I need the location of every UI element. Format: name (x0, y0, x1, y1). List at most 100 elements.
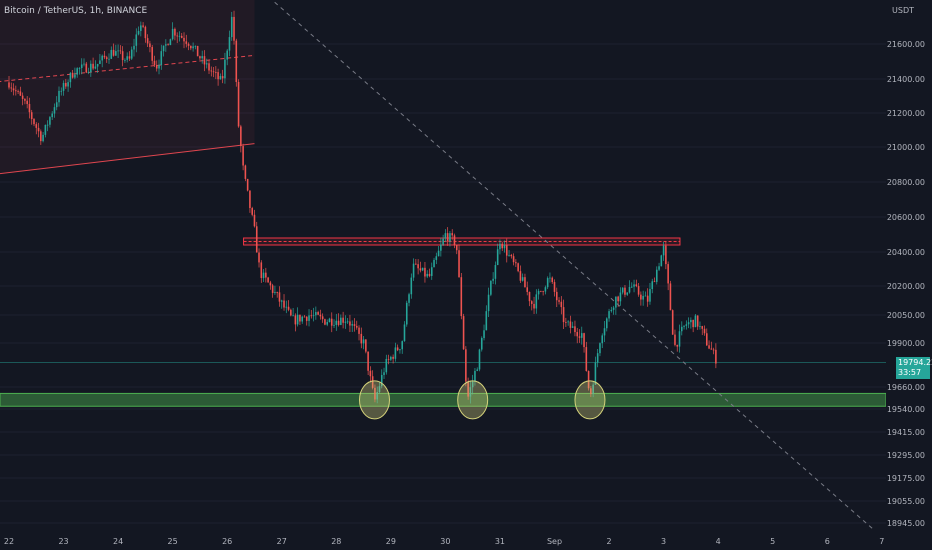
candle-body (101, 55, 103, 61)
candle-body (296, 314, 299, 325)
ascending-channel (0, 0, 255, 175)
candle-body (58, 90, 60, 103)
candle-body (237, 81, 240, 127)
candle-body (419, 268, 422, 271)
candle-body (528, 291, 531, 302)
candle-body (392, 356, 394, 359)
candle-body (110, 49, 113, 59)
candle-body (183, 37, 185, 42)
candle-body (67, 82, 69, 87)
candle-body (480, 338, 483, 350)
candle-body (660, 255, 663, 267)
candle-body (649, 289, 651, 302)
candle-body (112, 49, 115, 56)
descending-trendline (271, 0, 877, 533)
candle-body (260, 262, 263, 279)
candle-body (240, 126, 242, 147)
candle-body (628, 287, 631, 293)
candle-body (517, 263, 519, 272)
candle-body (449, 233, 451, 242)
candle-body (544, 287, 547, 292)
candle-body (462, 316, 465, 350)
candle-body (499, 243, 501, 250)
candle-body (340, 317, 342, 325)
candle-body (551, 277, 554, 283)
candle-body (601, 335, 604, 344)
time-tick-label: 3 (661, 537, 666, 546)
time-tick-label: 25 (168, 537, 178, 546)
candle-body (378, 386, 381, 393)
candle-body (224, 59, 226, 79)
candle-body (326, 322, 329, 325)
price-tick-label: 19660.00 (887, 383, 925, 392)
low-highlights (358, 380, 606, 420)
candle-body (353, 324, 356, 326)
candle-body (440, 244, 442, 251)
candle-body (344, 321, 347, 323)
price-axis[interactable]: 21600.00 21400.00 21200.00 21000.00 20800.00… (886, 0, 932, 550)
candle-body (578, 336, 581, 338)
candle-body (151, 47, 153, 61)
candle-body (376, 392, 379, 400)
candle-body (610, 309, 613, 312)
candle-body (24, 98, 26, 101)
time-tick-label: 30 (440, 537, 450, 546)
candle-body (267, 277, 269, 283)
candle-body (328, 318, 331, 323)
price-tick-label: 19175.00 (887, 474, 925, 483)
candle-body (312, 315, 315, 317)
candle-body (99, 60, 101, 64)
candle-body (94, 66, 97, 69)
candle-body (580, 333, 583, 338)
candle-body (399, 349, 401, 351)
candle-body (115, 51, 117, 56)
candle-body (35, 124, 38, 128)
candle-body (667, 264, 669, 284)
candle-body (69, 72, 72, 83)
candle-body (699, 326, 701, 327)
candle-body (444, 233, 447, 239)
candle-body (90, 63, 92, 73)
candle-body (617, 296, 619, 302)
candle-body (385, 358, 388, 373)
time-axis[interactable]: 22 23 24 25 26 27 28 29 30 31 Sep 2 3 4 5 6 7 (0, 530, 932, 550)
candle-body (246, 178, 249, 191)
candle-body (119, 50, 122, 52)
candle-body (212, 71, 215, 73)
candle-body (505, 245, 508, 256)
candle-body (192, 46, 194, 49)
candle-body (715, 349, 717, 364)
candle-body (633, 284, 635, 287)
candle-body (469, 387, 472, 397)
support-zone (0, 392, 887, 407)
candle-body (87, 72, 90, 73)
candle-body (567, 321, 569, 323)
candle-body (540, 290, 542, 292)
candle-body (405, 302, 408, 325)
candle-body (403, 324, 406, 342)
candle-body (46, 124, 49, 126)
candle-body (515, 262, 517, 264)
candle-body (526, 287, 529, 292)
candles (8, 10, 717, 404)
candle-body (12, 88, 15, 91)
candle-body (553, 282, 556, 292)
candle-body (512, 256, 515, 263)
candle-body (294, 315, 297, 325)
candle-body (671, 310, 674, 335)
candle-body (53, 107, 56, 114)
candle-body (144, 26, 147, 39)
candle-body (33, 119, 35, 125)
candle-body (96, 63, 99, 67)
candle-body (346, 321, 349, 323)
candle-body (133, 45, 135, 50)
candle-body (190, 45, 192, 49)
candle-body (287, 306, 290, 310)
candle-body (612, 307, 615, 310)
candle-body (442, 238, 444, 245)
candle-body (80, 64, 83, 69)
candle-body (128, 56, 131, 59)
candle-body (176, 35, 178, 37)
candle-body (674, 334, 676, 345)
